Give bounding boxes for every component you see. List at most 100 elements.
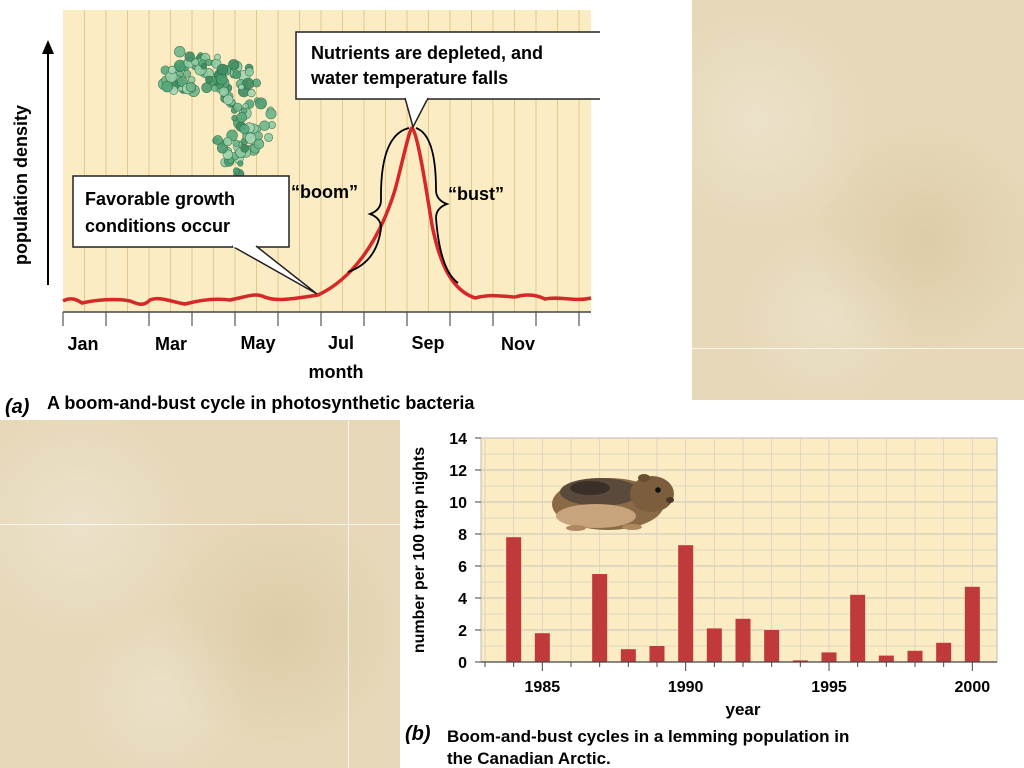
chart-b-x-tick-label: 1985 bbox=[525, 679, 561, 696]
chart-a-y-label: population density bbox=[11, 105, 31, 265]
lemming-illustration bbox=[552, 474, 674, 531]
chart-b-bar bbox=[821, 652, 837, 662]
chart-b-y-tick-label: 10 bbox=[449, 495, 467, 512]
chart-b-caption-line-2: the Canadian Arctic. bbox=[447, 749, 611, 768]
chart-b-y-tick-label: 4 bbox=[458, 591, 467, 608]
chart-b-bar bbox=[506, 537, 522, 662]
population-density-curve bbox=[62, 126, 592, 306]
bacteria-cell bbox=[183, 69, 192, 78]
annotation-favorable-line-1: Favorable growth bbox=[85, 189, 235, 209]
bacteria-colony-illustration bbox=[157, 46, 277, 180]
boom-brace bbox=[347, 127, 410, 273]
bacteria-cell bbox=[255, 97, 267, 110]
chart-b-x-tick-label: 1995 bbox=[811, 679, 847, 696]
chart-b-bar bbox=[936, 642, 952, 662]
chart-b-x-tick-label: 1990 bbox=[668, 679, 704, 696]
chart-b-bar bbox=[620, 649, 636, 662]
chart-a-gridlines bbox=[84, 10, 580, 312]
bacteria-cell bbox=[259, 120, 270, 131]
bust-brace bbox=[415, 127, 459, 284]
bacteria-cell bbox=[184, 51, 196, 62]
boom-label: “boom” bbox=[291, 182, 358, 202]
chart-b-bar bbox=[764, 630, 780, 662]
bacteria-cell bbox=[185, 81, 197, 93]
bacteria-cell bbox=[200, 63, 208, 70]
bacteria-cell bbox=[232, 167, 241, 175]
chart-b-x-label: year bbox=[726, 700, 761, 719]
bacteria-cell bbox=[242, 77, 255, 90]
annotation-favorable-pointer bbox=[231, 245, 318, 295]
chart-a-y-arrowhead bbox=[42, 40, 54, 54]
bacteria-cell bbox=[215, 73, 228, 86]
chart-a-caption: A boom-and-bust cycle in photosynthetic … bbox=[47, 393, 475, 413]
chart-b-bar bbox=[964, 586, 980, 662]
bacteria-cell bbox=[232, 70, 242, 80]
bacteria-cell bbox=[167, 65, 177, 75]
bacteria-cell bbox=[232, 139, 240, 147]
bacteria-cell bbox=[211, 84, 218, 92]
chart-b-bar bbox=[907, 650, 923, 662]
chart-b-y-ticks: 0 2 4 6 8 10 12 14 bbox=[449, 431, 481, 672]
bacteria-cell bbox=[265, 108, 277, 120]
chart-b-y-tick-label: 2 bbox=[458, 623, 467, 640]
chart-b-bar bbox=[792, 660, 808, 662]
chart-a-tick-label: May bbox=[240, 333, 275, 353]
chart-b-bar bbox=[649, 646, 665, 662]
annotation-favorable-box bbox=[72, 175, 290, 248]
chart-b-y-tick-label: 12 bbox=[449, 463, 467, 480]
chart-b-bar bbox=[850, 594, 866, 662]
chart-b-bar bbox=[878, 655, 894, 662]
chart-a-x-ticks bbox=[62, 312, 580, 326]
chart-b-y-tick-label: 6 bbox=[458, 559, 467, 576]
bacteria-cell bbox=[253, 138, 265, 150]
chart-b-y-label: number per 100 trap nights bbox=[411, 447, 428, 653]
bacteria-cell bbox=[174, 46, 186, 58]
chart-b-bar bbox=[706, 628, 722, 662]
annotation-nutrients-pointer bbox=[404, 97, 429, 130]
chart-b-bar bbox=[678, 545, 694, 662]
bacteria-cell bbox=[240, 144, 249, 153]
annotation-nutrients-line-2: water temperature falls bbox=[310, 68, 508, 88]
chart-b: 0 2 4 6 8 10 12 14 1985 1990 1995 2000 number per … bbox=[405, 431, 998, 768]
bacteria-cell bbox=[237, 160, 244, 167]
bacteria-cell bbox=[222, 94, 234, 105]
bacteria-cell bbox=[242, 102, 249, 110]
bacteria-cell bbox=[223, 136, 233, 147]
annotation-nutrients-box bbox=[295, 31, 600, 100]
chart-a-tick-label: Mar bbox=[155, 334, 187, 354]
bacteria-cell bbox=[212, 135, 223, 146]
chart-a-tick-label: Nov bbox=[501, 334, 535, 354]
bacteria-cell bbox=[244, 67, 254, 77]
bacteria-cell bbox=[218, 86, 229, 97]
annotation-favorable-line-2: conditions occur bbox=[85, 216, 230, 236]
bacteria-cell bbox=[236, 112, 248, 123]
chart-a-x-label: month bbox=[309, 362, 364, 382]
chart-a: population density Jan Mar May Jul Sep N… bbox=[5, 10, 600, 418]
chart-b-bar bbox=[735, 618, 751, 662]
bacteria-cell bbox=[228, 59, 240, 71]
bacteria-cell bbox=[216, 63, 229, 76]
chart-a-tick-label: Sep bbox=[411, 333, 444, 353]
chart-a-tick-label: Jul bbox=[328, 333, 354, 353]
chart-b-y-tick-label: 0 bbox=[458, 655, 467, 672]
bacteria-cell bbox=[233, 102, 243, 112]
bacteria-cell bbox=[238, 83, 245, 91]
bacteria-cell bbox=[214, 53, 221, 61]
chart-b-panel-letter: (b) bbox=[405, 723, 431, 745]
chart-b-x-tick-label: 2000 bbox=[955, 679, 991, 696]
chart-b-y-tick-label: 8 bbox=[458, 527, 467, 544]
bacteria-cell bbox=[201, 82, 212, 94]
chart-b-caption-line-1: Boom-and-bust cycles in a lemming popula… bbox=[447, 727, 849, 746]
chart-b-y-tick-label: 14 bbox=[449, 431, 467, 448]
chart-b-bar bbox=[534, 633, 550, 662]
bust-label: “bust” bbox=[448, 184, 504, 204]
chart-b-x-ticks: 1985 1990 1995 2000 bbox=[484, 662, 991, 696]
chart-b-bars bbox=[506, 537, 980, 662]
bacteria-cell bbox=[239, 124, 250, 135]
bacteria-cell bbox=[264, 133, 274, 142]
bacteria-cell bbox=[161, 80, 173, 93]
chart-b-bar bbox=[592, 574, 608, 662]
parchment-panel-top-right bbox=[692, 0, 1024, 400]
chart-a-tick-label: Jan bbox=[67, 334, 98, 354]
annotation-nutrients-line-1: Nutrients are depleted, and bbox=[311, 43, 543, 63]
